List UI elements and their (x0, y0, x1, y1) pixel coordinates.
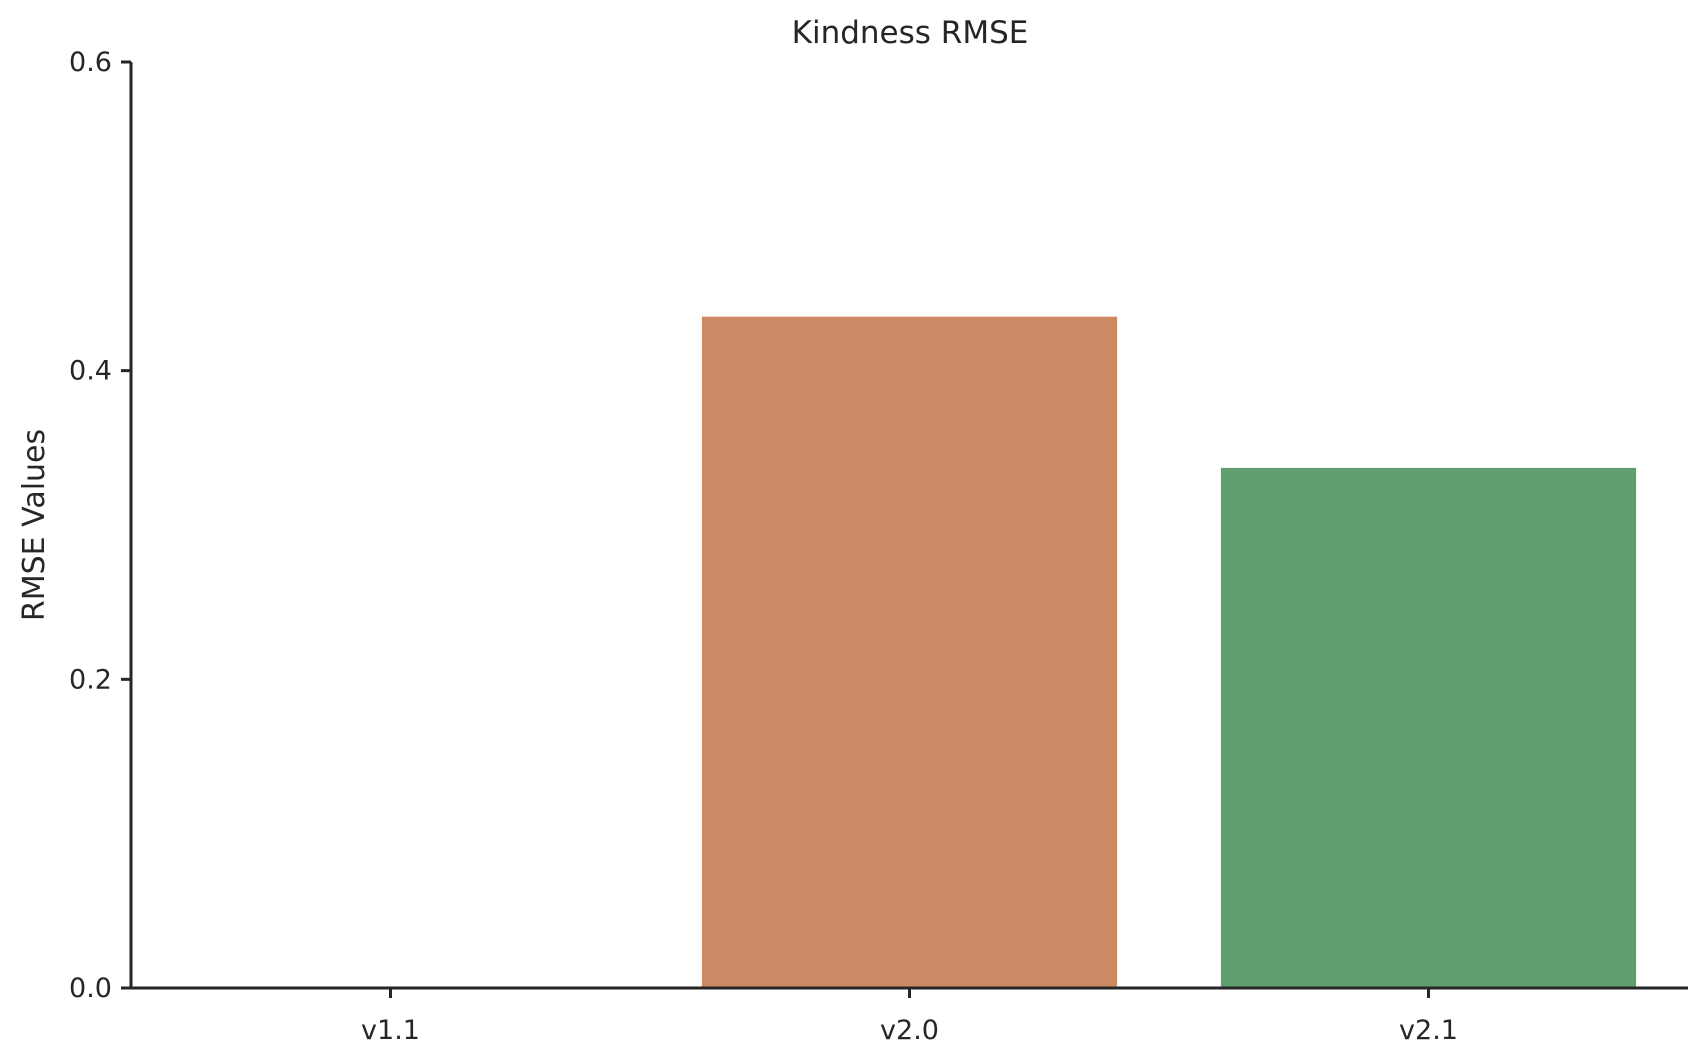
x-tick-label: v2.1 (1399, 1015, 1458, 1046)
chart-title: Kindness RMSE (792, 15, 1029, 51)
y-ticks-layer: 0.0 0.2 0.4 0.6 (69, 47, 131, 1004)
y-tick-label: 0.6 (69, 47, 112, 78)
y-tick-label: 0.2 (69, 664, 112, 695)
bar-v2.1 (1220, 467, 1637, 988)
bar-v2.0 (701, 316, 1118, 988)
y-tick-label: 0.0 (69, 973, 112, 1004)
bars-layer (701, 316, 1637, 988)
x-tick-label: v2.0 (880, 1015, 939, 1046)
x-ticks-layer: v1.1 v2.0 v2.1 (361, 988, 1458, 1046)
x-tick-label: v1.1 (361, 1015, 420, 1046)
y-tick-label: 0.4 (69, 356, 112, 387)
y-axis-title: RMSE Values (17, 429, 52, 621)
